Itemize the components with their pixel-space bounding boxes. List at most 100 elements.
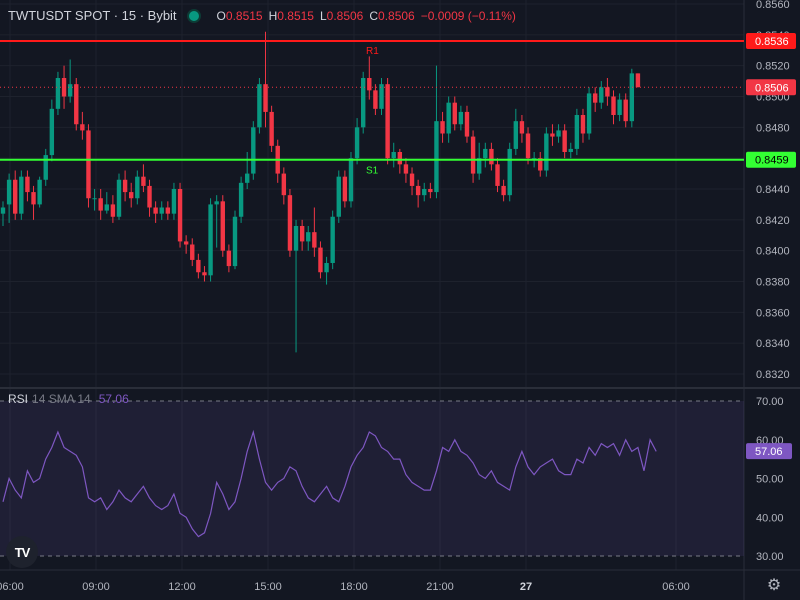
candle-down [269,111,274,146]
candle-down [25,176,30,193]
candle-down [122,179,128,193]
candle-down [202,272,207,276]
time-tick-label: 15:00 [254,581,282,593]
candle-up [544,133,549,171]
candle-up [238,182,244,217]
price-tick-label: 0.8480 [756,122,790,134]
candle-up [55,78,61,109]
candle-down [342,176,348,202]
candle-down [183,241,189,245]
candle-up [245,173,250,183]
price-tick-label: 0.8320 [756,369,790,381]
symbol-title[interactable]: TWTUSDT SPOT · 15 · Bybit [8,8,177,23]
candle-down [86,130,91,199]
candle-up [507,148,512,196]
rsi-tick-label: 30.00 [756,551,784,563]
candle-up [43,155,48,180]
candle-down [495,164,500,186]
candle-down [141,176,146,186]
rsi-pane[interactable] [0,390,744,570]
rsi-tick-label: 50.00 [756,474,784,486]
candle-up [336,176,341,217]
rsi-band-background [0,401,744,556]
candle-up [379,84,384,109]
candle-down [580,115,586,134]
candle-down [13,179,18,214]
candle-down [550,133,555,137]
candle-down [177,189,183,242]
candle-up [116,179,122,217]
tradingview-logo-icon[interactable]: TV [6,536,38,568]
candle-up [574,115,580,149]
candle-up [354,127,360,159]
candle-down [220,201,225,251]
close-value: 0.8506 [378,8,415,23]
candle-up [49,108,55,156]
candle-down [312,232,317,248]
candle-up [6,179,12,205]
candle-down [367,78,372,91]
candle-up [257,84,262,128]
candle-down [538,158,543,171]
resistance-price-badge [746,33,796,49]
candle-up [232,216,238,267]
candle-down [525,133,531,159]
candle-down [129,192,134,199]
candle-down [165,207,171,214]
candle-down [385,84,390,159]
candle-up [434,121,439,193]
time-tick-label: 21:00 [426,581,454,593]
rsi-tick-label: 40.00 [756,512,784,524]
change-value: −0.0009 (−0.11%) [420,8,516,23]
candle-up [556,130,561,137]
price-tick-label: 0.8400 [756,246,790,258]
time-tick-label: 27 [520,581,532,593]
candle-up [214,201,219,205]
price-tick-label: 0.8380 [756,277,790,289]
candle-down [147,185,152,208]
candle-up [422,189,427,196]
candle-down [464,111,470,137]
candle-down [74,84,79,125]
candle-up [531,158,537,160]
price-tick-label: 0.8340 [756,338,790,350]
time-tick-label: 06:00 [0,581,24,593]
rsi-legend[interactable]: RSI 14 SMA 14 57.06 [8,392,129,406]
low-value: 0.8506 [326,8,364,23]
candle-down [428,189,433,193]
candle-down [440,121,445,134]
rsi-value-badge-label: 57.06 [755,446,783,458]
candle-down [318,247,323,273]
candle-down [397,152,403,165]
candle-down [409,173,415,186]
gear-icon[interactable]: ⚙ [766,577,782,594]
candle-up [568,148,573,152]
last-price-badge-label: 0.8506 [755,82,789,94]
candle-down [98,198,103,211]
time-tick-label: 12:00 [168,581,196,593]
rsi-params: 14 SMA 14 [32,392,91,406]
candle-up [19,176,24,214]
candle-down [605,87,610,97]
candle-down [403,164,409,174]
candle-up [617,99,622,115]
candle-up [135,176,140,199]
candle-down [415,185,421,196]
high-value: 0.8515 [277,8,314,23]
candle-down [287,195,293,251]
candle-up [586,93,592,134]
rsi-title: RSI [8,392,29,406]
candle-up [599,87,604,103]
candle-down [153,207,158,214]
candle-up [391,152,396,159]
candle-down [299,226,305,242]
candle-up [293,226,299,251]
candle-up [0,207,6,214]
candle-down [611,96,616,115]
price-pane[interactable] [0,0,744,386]
candle-up [37,179,42,205]
candle-up [458,111,464,125]
candle-down [452,102,457,125]
high-label: H [268,8,278,23]
